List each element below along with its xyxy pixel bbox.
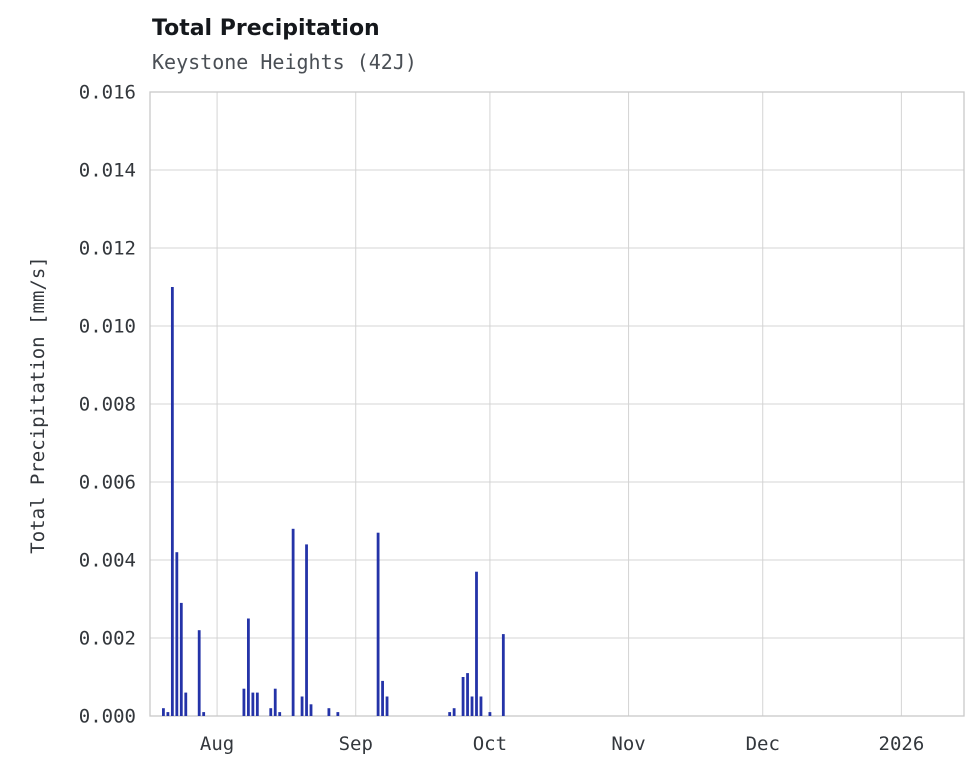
precipitation-bar	[336, 712, 340, 716]
precipitation-bar	[197, 630, 201, 716]
precipitation-bar	[300, 696, 304, 716]
precipitation-bar	[246, 618, 250, 716]
y-tick-label: 0.006	[79, 472, 136, 494]
precipitation-bar	[179, 602, 183, 716]
precipitation-bar	[242, 688, 246, 716]
y-tick-label: 0.008	[79, 394, 136, 416]
precipitation-bar	[175, 552, 179, 716]
precipitation-bar	[202, 712, 206, 716]
x-tick-label: Nov	[611, 733, 645, 755]
y-tick-label: 0.004	[79, 550, 136, 572]
x-tick-label: Dec	[746, 733, 780, 755]
precipitation-bar	[479, 696, 483, 716]
precipitation-bar	[376, 532, 380, 716]
precipitation-bar	[461, 677, 465, 716]
precipitation-bar	[381, 680, 384, 716]
precipitation-bar	[278, 712, 282, 716]
y-tick-label: 0.014	[79, 160, 136, 182]
precipitation-bar	[327, 708, 331, 716]
chart-title: Total Precipitation	[152, 16, 380, 41]
plot-border	[149, 91, 965, 717]
x-tick-label: Oct	[473, 733, 507, 755]
x-tick-label: Aug	[200, 733, 234, 755]
precipitation-bar	[166, 712, 170, 716]
precipitation-bar	[466, 673, 469, 716]
precipitation-bar	[488, 712, 492, 716]
precipitation-bar	[305, 544, 308, 716]
precipitation-bar	[448, 712, 452, 716]
precipitation-bar	[269, 708, 273, 716]
precipitation-bar	[184, 692, 188, 716]
y-tick-label: 0.012	[79, 238, 136, 260]
precipitation-bar	[470, 696, 474, 716]
y-tick-label: 0.016	[79, 82, 136, 104]
precipitation-bar	[291, 528, 295, 716]
y-tick-label: 0.010	[79, 316, 136, 338]
precipitation-bar	[452, 708, 456, 716]
precipitation-bar	[475, 571, 478, 716]
precipitation-bar	[170, 287, 174, 716]
chart-subtitle: Keystone Heights (42J)	[152, 50, 417, 74]
x-tick-label: 2026	[879, 733, 925, 755]
precipitation-bar	[501, 634, 505, 716]
precipitation-bar	[251, 692, 255, 716]
y-tick-label: 0.000	[79, 706, 136, 728]
precipitation-bar	[162, 708, 165, 716]
x-tick-label: Sep	[339, 733, 373, 755]
y-tick-label: 0.002	[79, 628, 136, 650]
precipitation-bar	[273, 688, 277, 716]
precipitation-bar	[255, 692, 259, 716]
precipitation-bar	[385, 696, 389, 716]
precipitation-bar	[309, 704, 313, 716]
